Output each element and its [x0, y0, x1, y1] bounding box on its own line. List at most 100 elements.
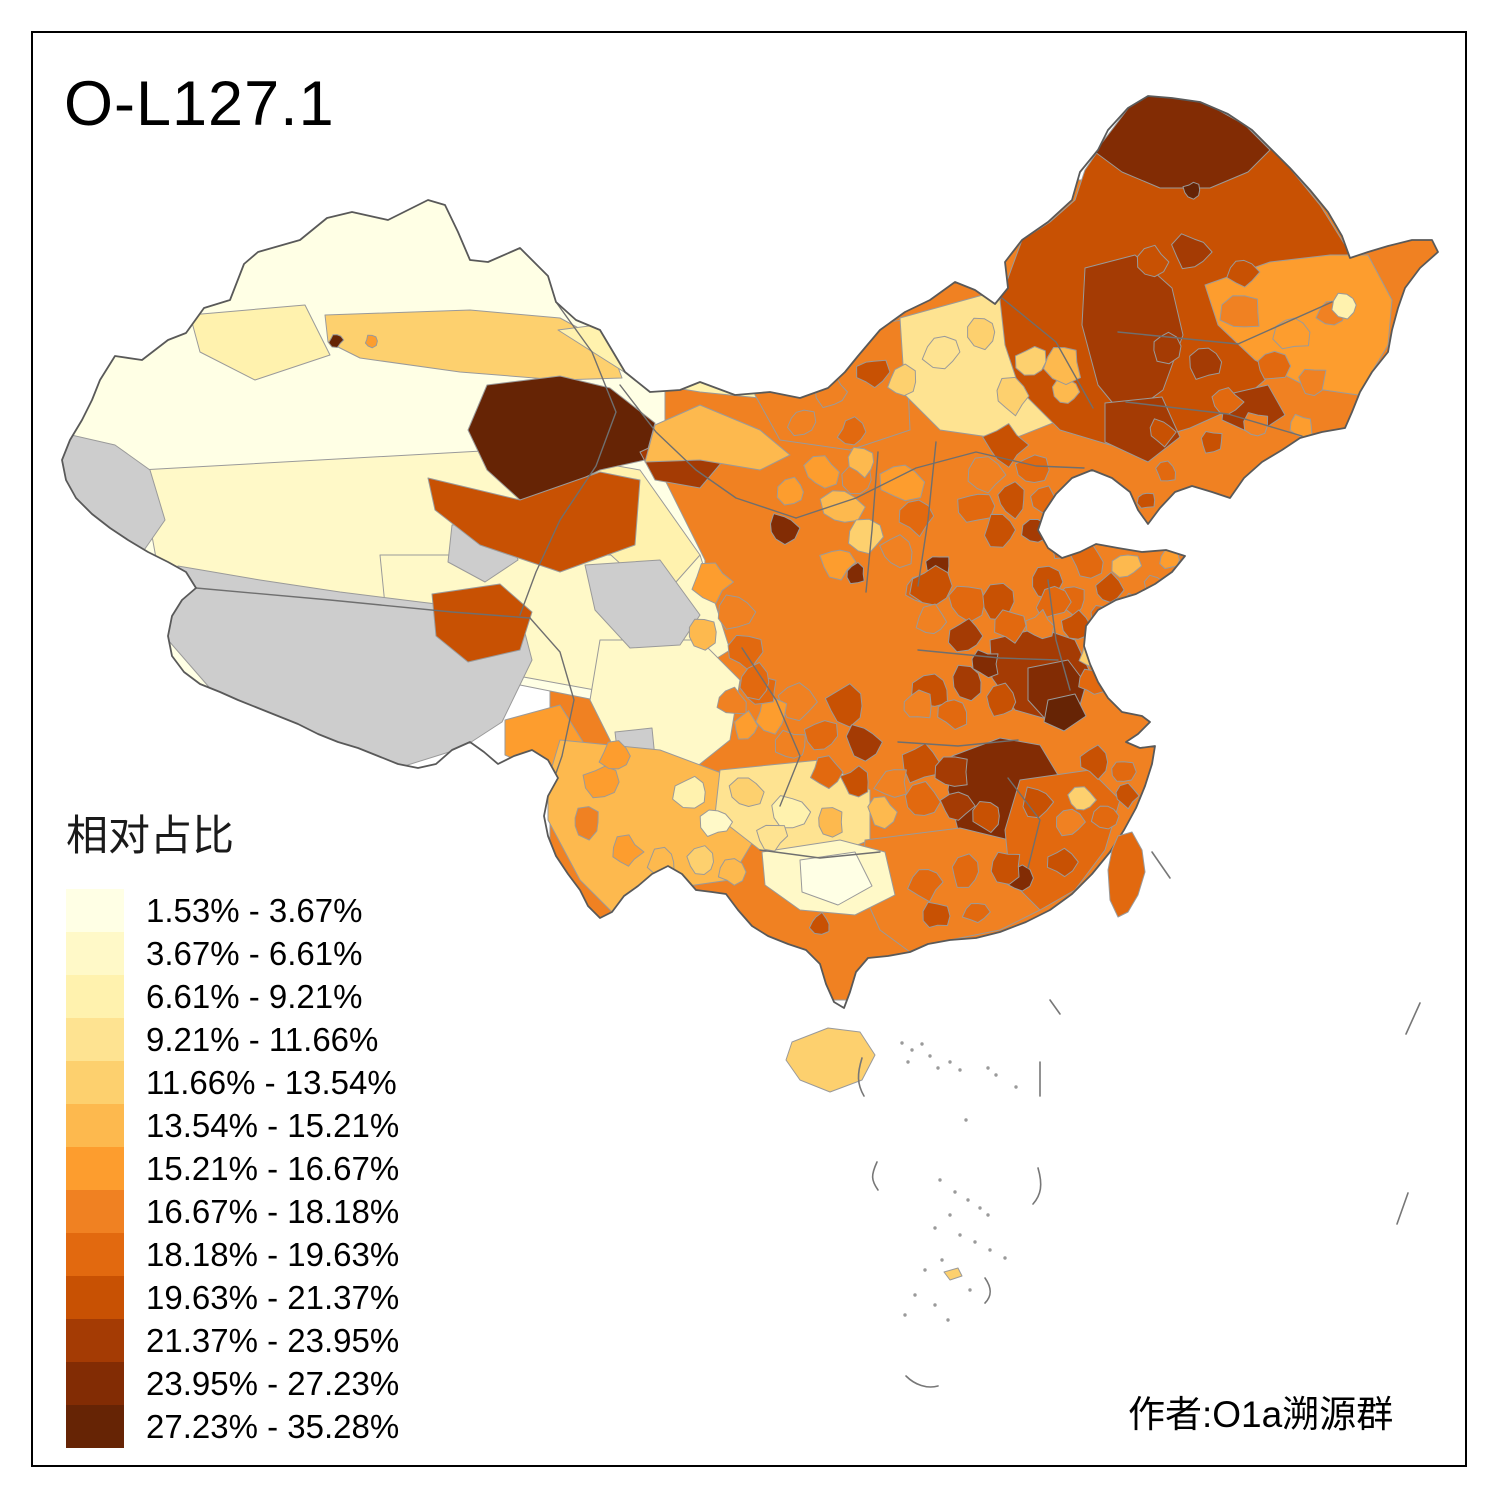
prefecture-region [996, 376, 1030, 417]
region-guangxi-core [799, 851, 873, 906]
prefecture-region [967, 456, 1007, 494]
region-tacheng [189, 304, 331, 381]
prefecture-region [1226, 259, 1261, 288]
prefecture-region [808, 912, 830, 935]
island-dot [978, 1206, 982, 1210]
mainland-regions [62, 96, 1438, 1001]
region-central-dark-core [1043, 693, 1087, 732]
legend-label: 18.18% - 19.63% [146, 1235, 400, 1273]
island-dot [958, 1068, 962, 1072]
sea-boundary-dash [1405, 1002, 1421, 1035]
prefecture-region [1046, 847, 1079, 878]
prefecture-region [1243, 412, 1269, 437]
island-dot [940, 1258, 944, 1262]
prefecture-region [776, 476, 804, 506]
prefecture-region [1136, 492, 1156, 509]
prefecture-region [1155, 460, 1176, 482]
prefecture-region [898, 499, 935, 538]
legend-item: 6.61% - 9.21% [66, 975, 399, 1018]
prefecture-region [574, 806, 599, 841]
island-dot [968, 1288, 972, 1292]
prefecture-region [756, 824, 789, 852]
legend-swatch [66, 1018, 124, 1061]
legend-swatch [66, 1319, 124, 1362]
sea-boundary-dash [905, 1375, 939, 1388]
prefecture-region [904, 781, 941, 816]
prefecture-region [984, 513, 1016, 548]
prefecture-region [915, 603, 948, 635]
region-jiuquan [427, 471, 641, 573]
prefecture-region [1331, 292, 1357, 320]
legend-swatch [66, 932, 124, 975]
sea-boundary-dash [857, 1057, 865, 1097]
prefecture-region [1182, 181, 1201, 200]
region-nodata-gannan [584, 559, 701, 649]
prefecture-region [879, 464, 926, 502]
legend-item: 16.67% - 18.18% [66, 1190, 399, 1233]
legend-item: 21.37% - 23.95% [66, 1319, 399, 1362]
prefecture-region [716, 686, 747, 715]
prefecture-region [1111, 554, 1143, 578]
legend-swatch [66, 975, 124, 1018]
islands [785, 831, 1421, 1388]
island-dot [920, 1042, 924, 1046]
legend-label: 9.21% - 11.66% [146, 1020, 379, 1058]
prefecture-region [717, 594, 757, 630]
region-liaoning-dark [1104, 396, 1181, 463]
prefecture-region [1060, 609, 1092, 640]
legend-item: 15.21% - 16.67% [66, 1147, 399, 1190]
prefecture-region [879, 534, 913, 569]
island-dot [946, 1318, 950, 1322]
prefecture-region [937, 699, 968, 730]
island-dot [933, 1303, 937, 1307]
island-dot [910, 1048, 914, 1052]
island-dot [928, 1054, 932, 1058]
prefecture-region [612, 834, 645, 867]
legend-swatch [66, 1233, 124, 1276]
legend-swatch [66, 1104, 124, 1147]
prefecture-region [873, 769, 907, 798]
province-border-inner-mongolia-south [795, 451, 1085, 519]
prefecture-region [1189, 347, 1223, 380]
legend-label: 19.63% - 21.37% [146, 1278, 400, 1316]
prefecture-region [717, 858, 747, 886]
legend-item: 11.66% - 13.54% [66, 1061, 399, 1104]
legend-swatch [66, 1147, 124, 1190]
legend-label: 21.37% - 23.95% [146, 1321, 400, 1359]
island-dot [986, 1213, 990, 1217]
prefecture-region [907, 869, 944, 903]
legend-item: 3.67% - 6.61% [66, 932, 399, 975]
prefecture-region [836, 416, 867, 446]
legend-label: 23.95% - 27.23% [146, 1364, 400, 1402]
prefecture-region [1115, 782, 1140, 810]
prefecture-region [887, 363, 917, 397]
prefecture-region [688, 618, 717, 651]
prefecture-region [934, 756, 968, 787]
prefecture-region [997, 481, 1025, 520]
legend: 相对占比 1.53% - 3.67% 3.67% - 6.61% 6.61% -… [66, 802, 399, 1448]
island-dot [966, 1198, 970, 1202]
region-bayannur-band [644, 404, 791, 471]
legend-item: 23.95% - 27.23% [66, 1362, 399, 1405]
prefecture-region [846, 562, 865, 585]
prefecture-region [734, 710, 759, 740]
prefecture-region [1043, 347, 1081, 386]
legend-label: 11.66% - 13.54% [146, 1063, 397, 1101]
prefecture-region [691, 562, 734, 605]
sea-boundary-dash [1049, 999, 1061, 1015]
legend-label: 6.61% - 9.21% [146, 977, 363, 1015]
island-dot [953, 1190, 957, 1194]
prefecture-region [967, 317, 996, 351]
province-border-heilongjiang-jilin [1117, 301, 1333, 345]
national-border [61, 95, 1439, 1009]
legend-label: 16.67% - 18.18% [146, 1192, 400, 1230]
province-border-shanxi-west [865, 451, 879, 593]
prefecture-region [770, 513, 801, 546]
legend-label: 15.21% - 16.67% [146, 1149, 400, 1187]
legend-swatch [66, 1405, 124, 1448]
prefecture-region [1035, 585, 1072, 620]
prefecture-region [1067, 786, 1097, 811]
region-qinghai-haixi-blob [431, 583, 533, 663]
prefecture-region [818, 807, 843, 838]
prefecture-region [810, 755, 844, 790]
